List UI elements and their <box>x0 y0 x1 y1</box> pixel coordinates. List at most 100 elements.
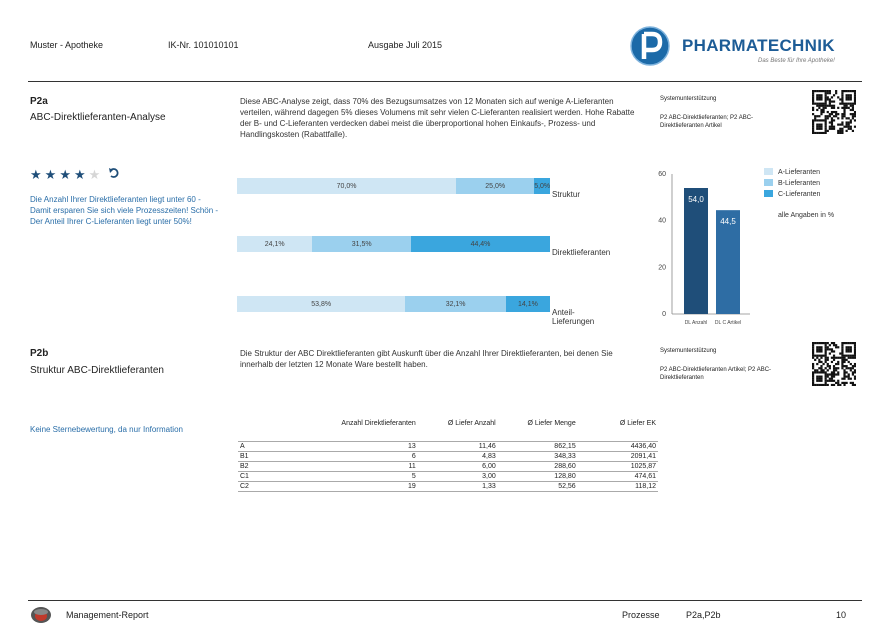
table-header: Ø Liefer Anzahl <box>447 420 496 427</box>
abc-supplier-table: Anzahl Direktlieferanten Ø Liefer Anzahl… <box>238 419 658 492</box>
legend-entry: B-Lieferanten <box>778 180 820 187</box>
table-row: B1 6 4,83 348,33 2091,41 <box>238 451 658 461</box>
legend-swatch <box>764 168 773 175</box>
table-header <box>238 419 271 441</box>
y-tick-label: 40 <box>658 218 666 225</box>
table-cell: 52,56 <box>558 482 576 490</box>
p2a-support-text: P2 ABC-Direktlieferanten; P2 ABC- Direkt… <box>660 115 754 129</box>
table-cell: 5 <box>411 472 416 480</box>
table-header: Anzahl Direktlieferanten <box>341 420 416 427</box>
chart-note: alle Angaben in % <box>778 212 834 219</box>
category-label: Struktur <box>552 190 581 199</box>
star-rating: ★ ★ ★ ★ ★ <box>30 166 120 184</box>
table-cell: 128,80 <box>554 472 576 480</box>
table-header: Ø Liefer EK <box>619 420 656 427</box>
pharmacy-name: Muster - Apotheke <box>30 40 104 50</box>
table-cell: 6 <box>411 452 416 460</box>
table-row: B2 11 6,00 288,60 1025,87 <box>238 461 658 471</box>
page-number: 10 <box>836 610 847 620</box>
stacked-bar-segment: 44,4% <box>411 236 550 252</box>
legend-entry: A-Lieferanten <box>778 169 820 176</box>
footer-divider <box>28 600 862 601</box>
table-row: A 13 11,46 862,15 4436,40 <box>238 441 658 451</box>
table-cell: C2 <box>240 482 249 490</box>
legend-swatch <box>764 190 773 197</box>
star-empty-icon: ★ <box>88 167 101 182</box>
table-header-row: Anzahl Direktlieferanten Ø Liefer Anzahl… <box>238 419 658 441</box>
stacked-bar-segment: 25,0% <box>456 178 535 194</box>
p2a-support-label: Systemunterstützung <box>660 96 717 102</box>
vertical-bar <box>716 210 740 314</box>
edition-date: Ausgabe Juli 2015 <box>368 40 443 50</box>
star-icon: ★ <box>73 167 86 182</box>
p2b-note: Keine Sternebewertung, da nur Informatio… <box>30 425 183 434</box>
footer-report-name: Management-Report <box>66 610 149 620</box>
table-cell: 6,00 <box>482 462 496 470</box>
stacked-bar-segment: 53,8% <box>237 296 406 312</box>
p2b-support-text: P2 ABC-Direktlieferanten Artikel; P2 ABC… <box>660 367 772 381</box>
y-tick-label: 20 <box>658 264 666 271</box>
footer-processes-label: Prozesse <box>622 610 660 620</box>
trend-arrow-icon <box>108 166 120 184</box>
header-divider <box>28 81 862 82</box>
footer-logo-icon <box>30 605 52 625</box>
abc-vertical-bar-chart: 0 20 40 60 54,0 DL Anzahl 44,5 DL C Artikel A-Li… <box>658 168 834 326</box>
table-cell: 1025,87 <box>630 462 656 470</box>
x-tick-label: DL Anzahl <box>685 320 708 326</box>
stacked-bar-segment: 5,0% <box>534 178 550 194</box>
table-cell: C1 <box>240 472 249 480</box>
table-cell: 474,61 <box>634 472 656 480</box>
table-cell: B1 <box>240 452 249 460</box>
table-cell: 862,15 <box>554 442 576 450</box>
p2b-qr-code <box>812 342 857 387</box>
p2a-qr-code <box>812 90 857 135</box>
legend-swatch <box>764 179 773 186</box>
p2b-title: Struktur ABC-Direktlieferanten <box>30 365 164 376</box>
table-cell: 4,83 <box>482 452 496 460</box>
p2a-code: P2a <box>30 96 48 107</box>
bar-value-label: 54,0 <box>688 195 704 204</box>
table-cell: 11 <box>408 462 416 470</box>
table-cell: 19 <box>407 482 416 490</box>
table-cell: 118,12 <box>635 482 656 490</box>
p2b-code: P2b <box>30 348 49 359</box>
p2a-title: ABC-Direktlieferanten-Analyse <box>30 112 166 123</box>
p2b-description: Die Struktur der ABC Direktlieferanten g… <box>240 349 613 369</box>
stacked-bar-segment: 32,1% <box>405 296 506 312</box>
x-tick-label: DL C Artikel <box>715 320 741 326</box>
legend-entry: C-Lieferanten <box>778 191 821 198</box>
table-row: C2 19 1,33 52,56 118,12 <box>238 481 658 491</box>
star-icon: ★ <box>30 167 42 182</box>
table-cell: 11,46 <box>478 442 496 450</box>
stacked-bar-segment: 14,1% <box>505 296 550 312</box>
table-cell: B2 <box>240 462 249 470</box>
y-tick-label: 0 <box>662 311 666 318</box>
y-tick-label: 60 <box>658 171 666 178</box>
stacked-bar-segment: 70,0% <box>237 178 457 194</box>
stacked-bar-segment: 24,1% <box>237 236 313 252</box>
table-cell: 288,60 <box>554 462 576 470</box>
category-label: Anteil-Lieferungen <box>552 308 595 326</box>
table-cell: 1,33 <box>482 482 496 490</box>
star-icon: ★ <box>59 167 71 182</box>
p2a-message: Die Anzahl Ihrer Direktlieferanten liegt… <box>30 195 219 226</box>
star-icon: ★ <box>44 167 57 182</box>
vertical-bar <box>684 188 708 314</box>
table-cell: 348,33 <box>554 452 576 460</box>
footer-processes: P2a,P2b <box>686 610 721 620</box>
pharmatechnik-logo-icon <box>630 24 670 68</box>
table-cell: 4436,40 <box>630 442 656 450</box>
ik-number: IK-Nr. 101010101 <box>168 40 239 50</box>
brand-name: PHARMATECHNIK <box>682 36 835 55</box>
table-cell: A <box>240 442 245 450</box>
stacked-bar-segment: 31,5% <box>312 236 412 252</box>
p2b-support-label: Systemunterstützung <box>660 348 717 354</box>
table-header: Ø Liefer Menge <box>527 420 576 427</box>
p2a-description: Diese ABC-Analyse zeigt, dass 70% des Be… <box>240 97 635 139</box>
brand-slogan: Das Beste für Ihre Apotheke! <box>758 58 835 64</box>
table-row: C1 5 3,00 128,80 474,61 <box>238 471 658 481</box>
table-cell: 3,00 <box>482 472 496 480</box>
table-cell: 13 <box>407 442 416 450</box>
table-cell: 2091,41 <box>630 452 656 460</box>
category-label: Direktlieferanten <box>552 248 611 257</box>
